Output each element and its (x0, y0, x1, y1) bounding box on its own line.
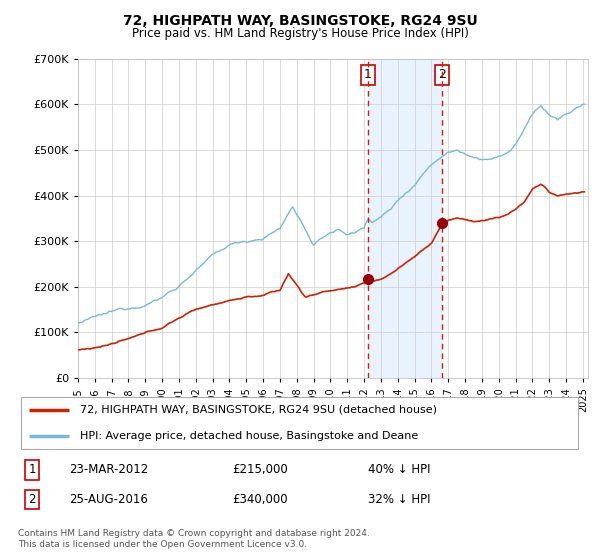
Text: 72, HIGHPATH WAY, BASINGSTOKE, RG24 9SU (detached house): 72, HIGHPATH WAY, BASINGSTOKE, RG24 9SU … (80, 405, 437, 415)
Text: 1: 1 (364, 68, 372, 81)
Text: £340,000: £340,000 (232, 493, 288, 506)
Text: Price paid vs. HM Land Registry's House Price Index (HPI): Price paid vs. HM Land Registry's House … (131, 27, 469, 40)
Text: 1: 1 (28, 464, 36, 477)
Text: HPI: Average price, detached house, Basingstoke and Deane: HPI: Average price, detached house, Basi… (80, 431, 418, 441)
FancyBboxPatch shape (21, 397, 578, 449)
Text: £215,000: £215,000 (232, 464, 288, 477)
Text: 2: 2 (439, 68, 446, 81)
Text: Contains HM Land Registry data © Crown copyright and database right 2024.
This d: Contains HM Land Registry data © Crown c… (18, 529, 370, 549)
Text: 32% ↓ HPI: 32% ↓ HPI (368, 493, 430, 506)
Bar (368, 59, 442, 378)
Text: 23-MAR-2012: 23-MAR-2012 (69, 464, 148, 477)
Text: 25-AUG-2016: 25-AUG-2016 (69, 493, 148, 506)
Text: 2: 2 (28, 493, 36, 506)
Text: 72, HIGHPATH WAY, BASINGSTOKE, RG24 9SU: 72, HIGHPATH WAY, BASINGSTOKE, RG24 9SU (122, 14, 478, 28)
Text: 40% ↓ HPI: 40% ↓ HPI (368, 464, 430, 477)
